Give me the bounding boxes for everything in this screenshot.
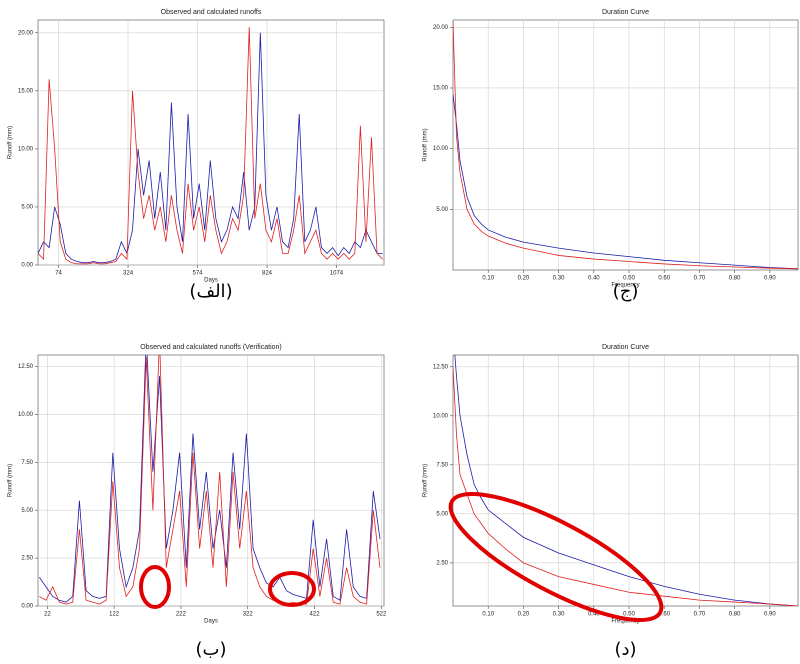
x-tick-label: 0.20 bbox=[518, 612, 530, 618]
x-tick-label: 0.60 bbox=[658, 612, 670, 618]
y-tick-label: 7.50 bbox=[21, 460, 33, 466]
y-tick-label: 5.00 bbox=[21, 205, 33, 211]
x-tick-label: 0.20 bbox=[518, 276, 530, 282]
y-tick-label: 10.00 bbox=[433, 413, 449, 419]
x-tick-label: 0.40 bbox=[588, 612, 600, 618]
y-tick-label: 10.00 bbox=[433, 146, 449, 152]
y-tick-label: 15.00 bbox=[18, 88, 34, 94]
x-tick-label: 0.90 bbox=[764, 612, 776, 618]
y-axis-title: Runoff (mm) bbox=[423, 464, 429, 497]
series-line bbox=[39, 355, 381, 605]
series-line bbox=[453, 93, 798, 270]
y-tick-label: 10.00 bbox=[18, 146, 34, 152]
charts: 0.00 5.00 10.00 15.00 20.00 74 324 574 824 1074 Ob… bbox=[8, 9, 799, 660]
x-tick-label: 574 bbox=[193, 271, 204, 277]
x-tick-label: 0.90 bbox=[764, 276, 776, 282]
y-axis-title: Runoff (mm) bbox=[8, 464, 14, 497]
y-tick-label: 12.50 bbox=[18, 364, 34, 370]
y-tick-label: 5.00 bbox=[436, 207, 448, 213]
y-tick-label: 7.50 bbox=[436, 462, 448, 468]
x-tick-label: 0.80 bbox=[729, 612, 741, 618]
x-tick-label: 0.70 bbox=[694, 276, 706, 282]
series-line bbox=[453, 21, 798, 270]
x-tick-label: 74 bbox=[55, 271, 62, 277]
chart-panel: 5.00 10.00 15.00 20.00 0.10 0.20 0.30 0.40 0.50 0… bbox=[423, 9, 799, 302]
chart-panel: 2.50 5.00 7.50 10.00 12.50 0.10 0.20 0.30 0.40 0.… bbox=[423, 344, 799, 660]
series-line bbox=[453, 366, 798, 606]
plot-area bbox=[452, 354, 799, 607]
x-axis-title: Frequency bbox=[611, 283, 639, 289]
y-tick-label: 0.00 bbox=[21, 604, 33, 610]
chart-title: Duration Curve bbox=[602, 344, 649, 351]
x-tick-label: 0.30 bbox=[553, 612, 565, 618]
x-tick-label: 0.70 bbox=[694, 612, 706, 618]
chart-panel: 0.00 2.50 5.00 7.50 10.00 12.50 22 122 222 322 422… bbox=[8, 344, 387, 660]
chart-title: Observed and calculated runoffs (Verific… bbox=[140, 344, 282, 351]
caption: (ج) bbox=[613, 281, 639, 302]
highlight-ellipse bbox=[448, 491, 664, 623]
chart-title: Observed and calculated runoffs bbox=[161, 9, 262, 16]
x-tick-label: 0.10 bbox=[482, 276, 494, 282]
y-tick-label: 20.00 bbox=[433, 25, 449, 31]
chart-panel: 0.00 5.00 10.00 15.00 20.00 74 324 574 824 1074 Ob… bbox=[8, 9, 385, 302]
y-axis-title: Runoff (mm) bbox=[423, 128, 429, 161]
highlight-ellipse bbox=[139, 565, 171, 609]
x-axis-title: Days bbox=[204, 278, 218, 284]
y-tick-label: 15.00 bbox=[433, 86, 449, 92]
x-tick-label: 0.30 bbox=[553, 276, 565, 282]
x-tick-label: 522 bbox=[376, 612, 387, 618]
x-tick-label: 0.40 bbox=[588, 276, 600, 282]
y-tick-label: 20.00 bbox=[18, 30, 34, 36]
x-tick-label: 222 bbox=[176, 612, 187, 618]
y-axis-title: Runoff (mm) bbox=[8, 126, 14, 159]
x-tick-label: 324 bbox=[123, 271, 134, 277]
x-tick-label: 0.50 bbox=[623, 276, 635, 282]
x-tick-label: 322 bbox=[243, 612, 254, 618]
caption: (د) bbox=[614, 639, 636, 660]
series-line bbox=[38, 32, 383, 264]
plot-area bbox=[37, 19, 385, 266]
caption: (ب) bbox=[195, 639, 226, 660]
x-axis-title: Days bbox=[204, 619, 218, 625]
series-line bbox=[454, 355, 798, 606]
x-tick-label: 0.10 bbox=[482, 612, 494, 618]
series-line bbox=[38, 26, 383, 265]
x-tick-label: 0.60 bbox=[658, 276, 670, 282]
x-tick-label: 22 bbox=[44, 612, 51, 618]
plot-area bbox=[452, 19, 799, 271]
x-axis-title: Frequency bbox=[611, 619, 639, 625]
y-tick-label: 2.50 bbox=[436, 560, 448, 566]
y-tick-label: 5.00 bbox=[21, 508, 33, 514]
y-tick-label: 5.00 bbox=[436, 511, 448, 517]
caption: (الف) bbox=[189, 281, 232, 302]
y-tick-label: 10.00 bbox=[18, 412, 34, 418]
x-tick-label: 0.80 bbox=[729, 276, 741, 282]
x-tick-label: 0.50 bbox=[623, 612, 635, 618]
series-line bbox=[39, 355, 381, 603]
x-tick-label: 122 bbox=[109, 612, 120, 618]
y-tick-label: 2.50 bbox=[21, 556, 33, 562]
highlight-ellipse bbox=[268, 571, 316, 607]
x-tick-label: 422 bbox=[310, 612, 321, 618]
plot-area bbox=[37, 354, 385, 607]
x-tick-label: 1074 bbox=[330, 271, 344, 277]
chart-title: Duration Curve bbox=[602, 9, 649, 16]
y-tick-label: 0.00 bbox=[21, 263, 33, 269]
y-tick-label: 12.50 bbox=[433, 364, 449, 370]
x-tick-label: 824 bbox=[262, 271, 273, 277]
annotations bbox=[139, 491, 664, 623]
